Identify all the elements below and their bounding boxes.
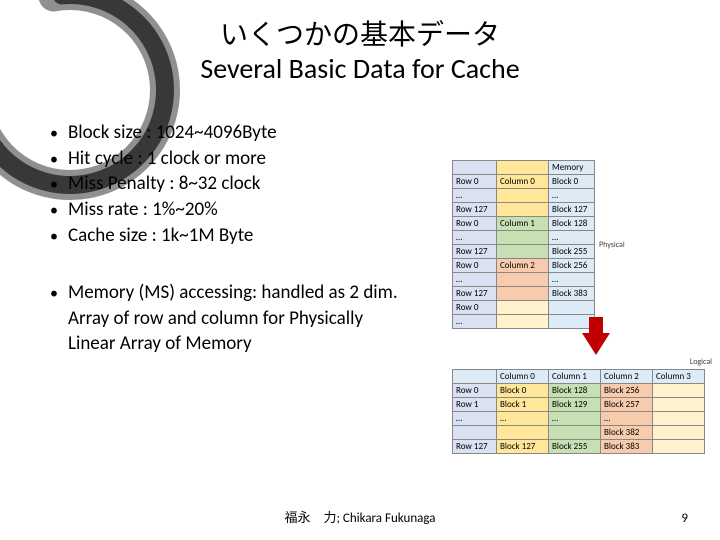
author-text: 福永 力; Chikara Fukunaga bbox=[0, 507, 720, 526]
logical-memory-table: Column 0Column 1Column 2Column 3Row 0Blo… bbox=[452, 369, 705, 454]
bullet-item: Hit cycle : 1 clock or more bbox=[50, 146, 420, 172]
logical-label: Logical bbox=[452, 357, 712, 367]
bullet-item: Memory (MS) accessing: handled as 2 dim.… bbox=[50, 280, 420, 357]
bullet-list-1: Block size : 1024~4096ByteHit cycle : 1 … bbox=[50, 120, 420, 248]
page-number: 9 bbox=[681, 511, 688, 526]
physical-label: Physical bbox=[599, 240, 625, 250]
title-english: Several Basic Data for Cache bbox=[200, 51, 519, 86]
footer: 福永 力; Chikara Fukunaga 9 bbox=[0, 507, 720, 526]
bullet-item: Miss Penalty : 8~32 clock bbox=[50, 171, 420, 197]
bullet-item: Cache size : 1k~1M Byte bbox=[50, 223, 420, 249]
physical-memory-table: MemoryRow 0Column 0Block 0……Row 127Block… bbox=[452, 160, 595, 329]
bullet-list-2: Memory (MS) accessing: handled as 2 dim.… bbox=[50, 280, 420, 357]
bullet-item: Miss rate : 1%~20% bbox=[50, 197, 420, 223]
arrow-down-icon bbox=[582, 333, 610, 355]
title-japanese: いくつかの基本データ bbox=[220, 17, 500, 52]
memory-diagram: MemoryRow 0Column 0Block 0……Row 127Block… bbox=[452, 160, 712, 454]
bullet-item: Block size : 1024~4096Byte bbox=[50, 120, 420, 146]
content-area: Block size : 1024~4096ByteHit cycle : 1 … bbox=[50, 120, 420, 357]
